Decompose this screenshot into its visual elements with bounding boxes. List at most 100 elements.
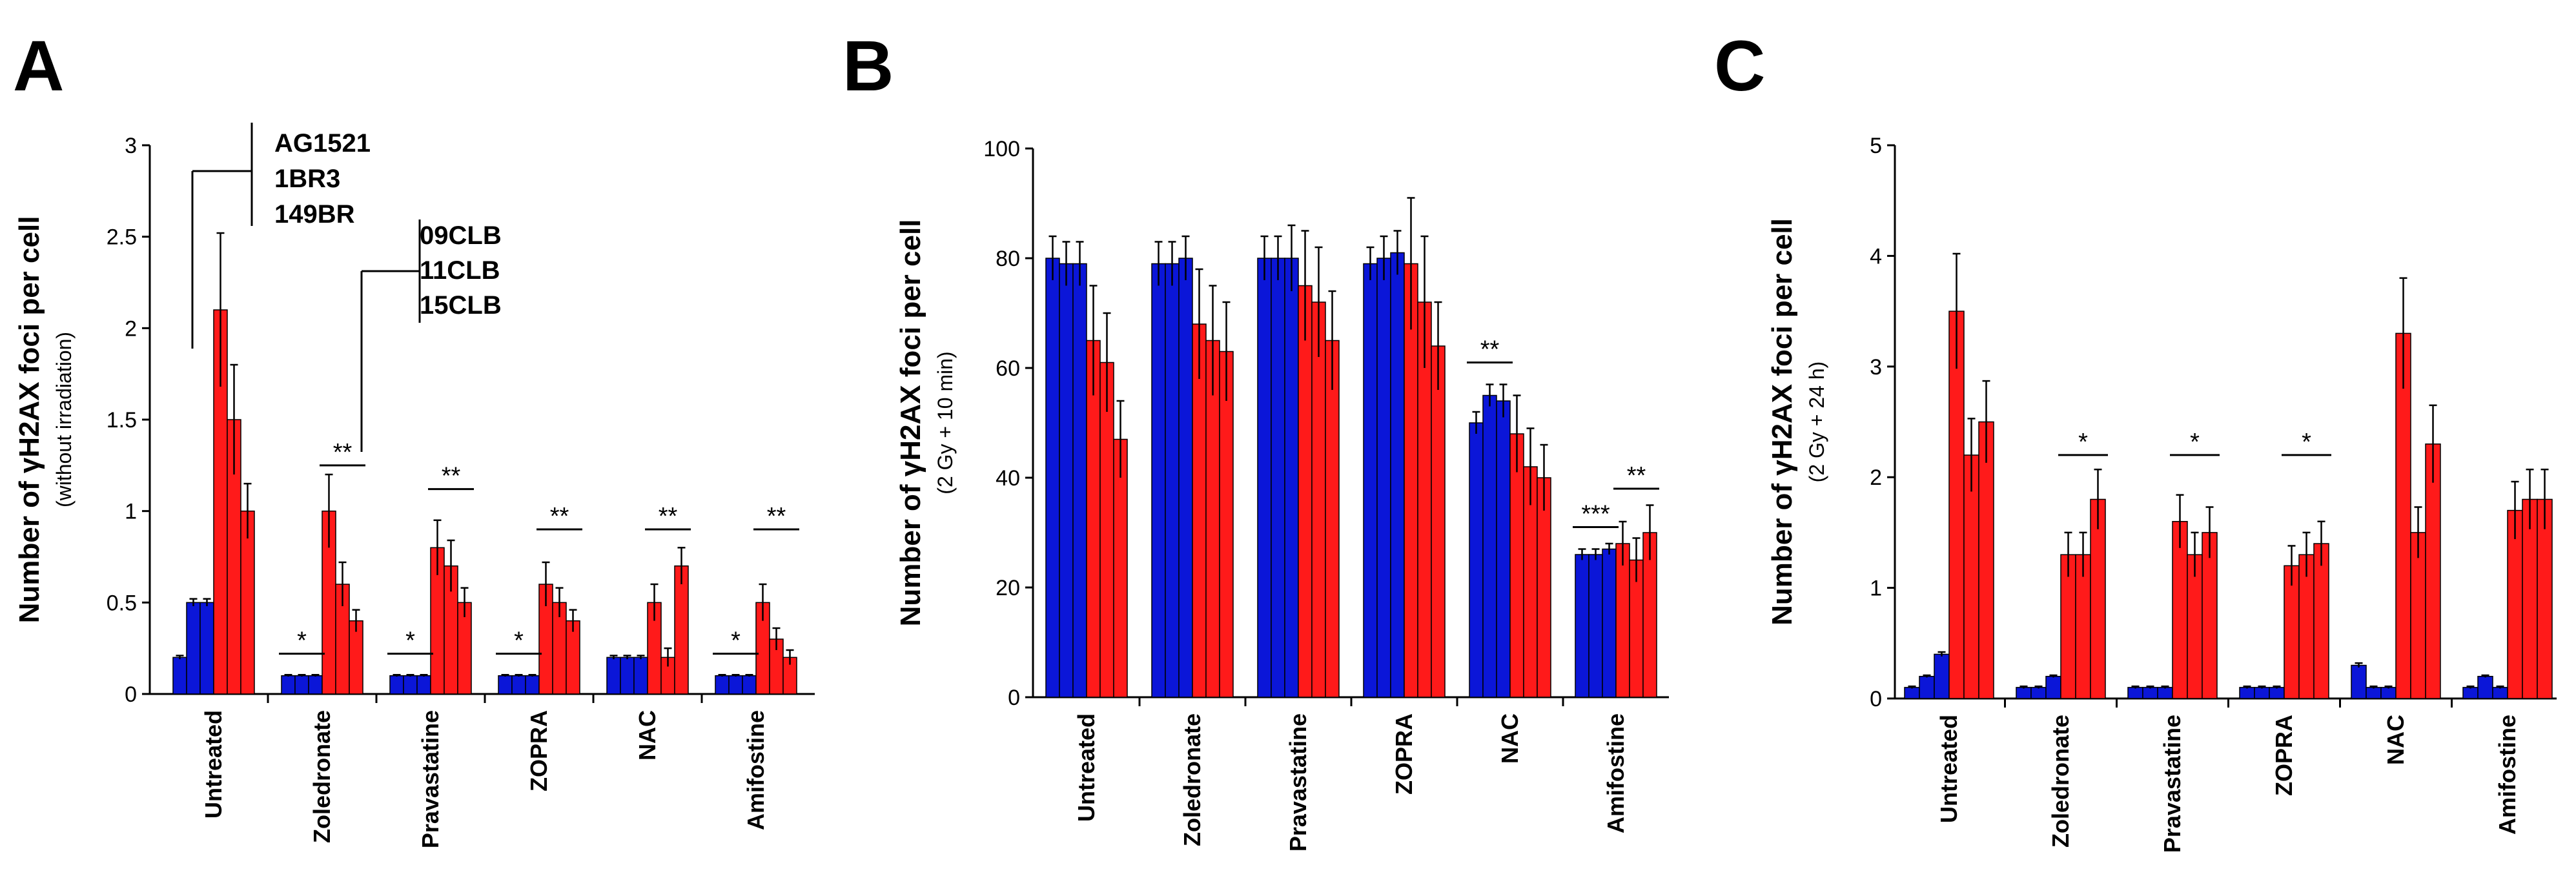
bar-1br3 [2477, 675, 2493, 699]
legend-control-1: 1BR3 [274, 165, 340, 193]
bar-15clb [1978, 421, 1994, 699]
y-tick-label: 3 [1870, 355, 1882, 380]
significance-label: ** [1627, 462, 1646, 489]
bar-149br [1496, 400, 1511, 698]
bar-1br3 [620, 657, 635, 695]
significance-label: ** [550, 503, 569, 530]
category-label: ZOPRA [1391, 713, 1417, 795]
bar-1br3 [2142, 687, 2158, 699]
bar-ag1521 [1575, 554, 1590, 698]
bar-1br3 [2030, 687, 2047, 699]
bar-15clb [1325, 340, 1340, 698]
y-axis-label: Number of γH2AX foci per cell [895, 219, 926, 627]
y-tick-label: 1 [1870, 576, 1882, 601]
bar-1br3 [403, 675, 418, 695]
category-label: Amifostine [742, 710, 769, 830]
bar-1br3 [1919, 675, 1935, 699]
y-tick-label: 60 [996, 356, 1020, 381]
bar-149br [525, 675, 540, 695]
legend: AG1521 1BR3 149BR 09CLB 11CLB 15CLB [191, 123, 502, 452]
significance-label: ** [1480, 336, 1500, 363]
y-tick-label: 0 [125, 682, 137, 707]
y-tick-label: 1.5 [107, 408, 137, 433]
category-label: NAC [634, 710, 660, 760]
y-axis-label: Number of γH2AX foci per cell [14, 216, 45, 624]
y-axis-sublabel: (without irradiation) [52, 332, 76, 507]
bar-149br [2269, 687, 2285, 699]
bar-1br3 [186, 602, 201, 695]
category-label: Untreated [1073, 713, 1099, 822]
y-axis-sublabel: (2 Gy + 24 h) [1805, 362, 1828, 483]
y-tick-label: 100 [983, 137, 1020, 161]
y-axis-sublabel: (2 Gy + 10 min) [934, 351, 957, 494]
bar-ag1521 [715, 675, 730, 695]
bar-ag1521 [1045, 258, 1060, 698]
bar-149br [1178, 258, 1193, 698]
significance-label: * [405, 627, 415, 655]
significance-label: ** [333, 439, 353, 466]
significance-label: ** [767, 503, 786, 530]
bar-1br3 [511, 675, 526, 695]
bar-ag1521 [606, 657, 621, 695]
bar-09clb [1298, 285, 1313, 698]
significance-label: ** [659, 503, 678, 530]
category-label: ZOPRA [526, 710, 552, 791]
category-label: Pravastatine [1285, 713, 1311, 851]
bar-1br3 [2254, 687, 2270, 699]
bar-1br3 [1482, 394, 1497, 698]
bar-09clb [1192, 323, 1207, 698]
bar-149br [416, 675, 431, 695]
significance-label: ** [442, 463, 461, 490]
bar-1br3 [1376, 258, 1391, 698]
panel-c-chart: 0 1 2 3 4 5 Number of γH2AX foci per cell (2 Gy… [1766, 134, 2557, 853]
bar-1br3 [1271, 258, 1285, 698]
bar-ag1521 [2127, 687, 2143, 699]
panel-a-chart: 0 0.5 1 1.5 2 2.5 3 Number of γH2AX foci per ce… [14, 134, 815, 848]
panel-letter-a: A [13, 26, 64, 106]
significance-label: *** [1581, 501, 1610, 528]
bar-149br [1602, 548, 1617, 698]
y-tick-label: 80 [996, 247, 1020, 271]
category-label: Zoledronate [309, 710, 335, 843]
bar-ag1521 [1151, 263, 1166, 698]
y-tick-label: 1 [125, 500, 137, 524]
bar-ag1521 [2016, 687, 2032, 699]
bar-ag1521 [1904, 687, 1920, 699]
bar-1br3 [294, 675, 309, 695]
y-tick-label: 0 [1870, 687, 1882, 711]
bar-ag1521 [498, 675, 513, 695]
bar-15clb [1219, 351, 1234, 698]
bar-ag1521 [2462, 687, 2479, 699]
bar-ag1521 [1469, 422, 1484, 698]
bar-149br [2045, 675, 2061, 699]
legend-control-0: AG1521 [274, 129, 371, 158]
bar-149br [199, 602, 214, 695]
bar-09clb [1509, 433, 1524, 698]
bar-1br3 [1059, 263, 1074, 698]
bar-1br3 [1165, 263, 1180, 698]
bar-ag1521 [2351, 664, 2367, 699]
y-tick-label: 2 [1870, 465, 1882, 490]
bar-ag1521 [389, 675, 404, 695]
bar-149br [308, 675, 323, 695]
y-tick-label: 5 [1870, 134, 1882, 158]
bar-15clb [1113, 438, 1128, 698]
bar-ag1521 [281, 675, 296, 695]
significance-label: * [2190, 429, 2200, 456]
bar-09clb [1615, 543, 1630, 698]
bar-149br [1390, 252, 1405, 698]
y-tick-label: 0 [1008, 686, 1020, 710]
significance-label: * [731, 627, 741, 655]
bar-1br3 [1588, 554, 1603, 698]
bar-149br [1072, 263, 1087, 698]
category-label: Zoledronate [2047, 715, 2074, 848]
category-label: NAC [2382, 715, 2409, 765]
y-tick-label: 2 [125, 316, 137, 341]
bar-11clb [1099, 362, 1114, 698]
y-tick-label: 2.5 [107, 225, 137, 250]
bar-15clb [1431, 345, 1446, 698]
bar-149br [2157, 687, 2173, 699]
category-label: Amifostine [2494, 715, 2520, 835]
category-label: Pravastatine [417, 710, 444, 848]
